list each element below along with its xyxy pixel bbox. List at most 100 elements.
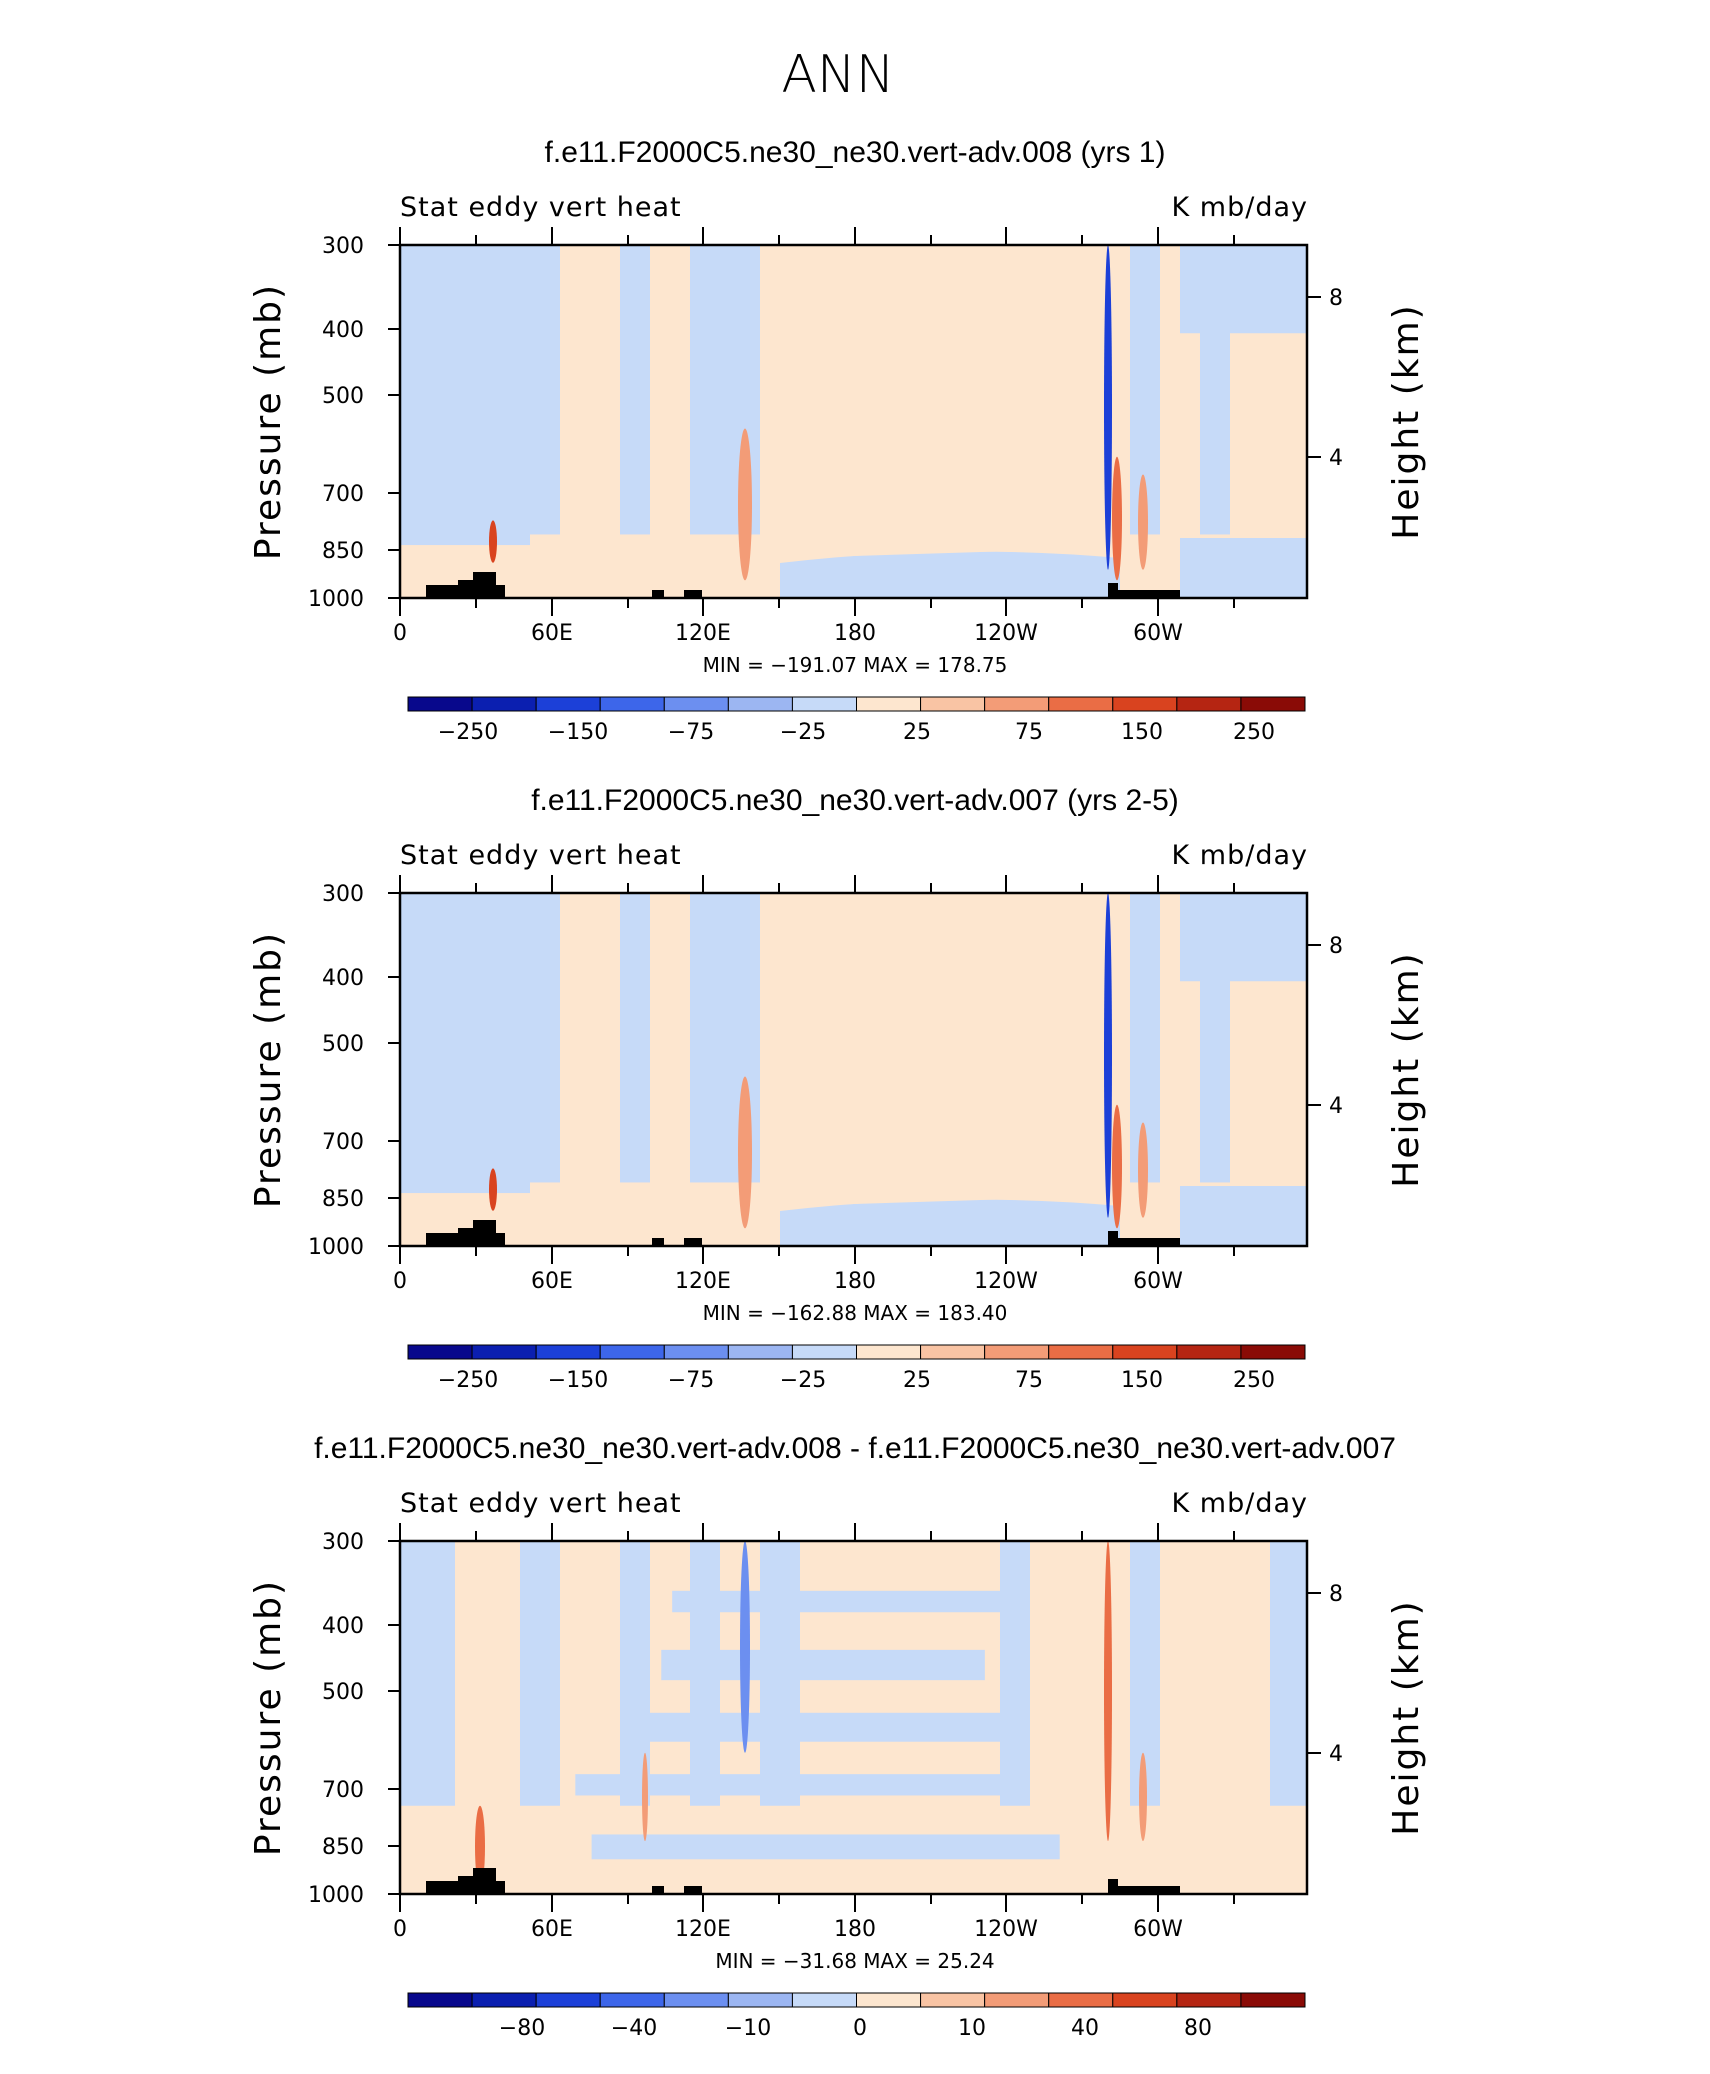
y2-tick-label: 8 <box>1329 934 1343 959</box>
negative-region <box>1180 538 1307 598</box>
colorbar-label: −250 <box>438 720 498 745</box>
panel-title: f.e11.F2000C5.ne30_ne30.vert-adv.007 (yr… <box>531 784 1179 817</box>
topography-mask <box>473 1868 496 1894</box>
colorbar-label: 75 <box>1015 1368 1043 1393</box>
topography-mask <box>652 1238 664 1246</box>
colorbar-swatch <box>727 1344 793 1360</box>
chart-panel-2: f.e11.F2000C5.ne30_ne30.vert-adv.007 (yr… <box>248 784 1427 1393</box>
colorbar-label: 25 <box>903 1368 931 1393</box>
topography-mask <box>1118 1886 1180 1894</box>
negative-region <box>520 1541 560 1806</box>
y-axis-title: Pressure (mb) <box>248 1579 289 1856</box>
colorbar-label: 40 <box>1071 2016 1099 2041</box>
colorbar-label: −150 <box>548 1368 608 1393</box>
topography-mask <box>652 1886 664 1894</box>
x-tick-label: 180 <box>834 1917 876 1942</box>
topography-mask <box>684 590 702 598</box>
extreme-value-streak <box>738 428 752 581</box>
x-tick-label: 120W <box>974 1917 1038 1942</box>
contour-field <box>400 1541 1307 1894</box>
min-max-label: MIN = −162.88 MAX = 183.40 <box>703 1301 1008 1325</box>
topography-mask <box>652 590 664 598</box>
colorbar-swatch <box>1240 1344 1306 1360</box>
colorbar-swatch <box>663 1344 729 1360</box>
colorbar-swatch <box>791 696 858 712</box>
colorbar-swatch <box>1240 1992 1306 2008</box>
y-tick-label: 300 <box>322 234 364 259</box>
colorbar-swatch <box>407 696 473 712</box>
y2-tick-label: 4 <box>1329 1742 1343 1767</box>
y2-tick-label: 4 <box>1329 446 1343 471</box>
negative-region <box>575 1774 1025 1796</box>
negative-region <box>1270 1541 1307 1806</box>
colorbar-label: 0 <box>853 2016 867 2041</box>
negative-region <box>400 1541 455 1806</box>
variable-label: Stat eddy vert heat <box>400 1488 682 1519</box>
topography-mask <box>1108 1879 1118 1894</box>
plot-frame <box>398 891 1309 1248</box>
extreme-value-streak <box>475 1805 485 1887</box>
y-tick-label: 400 <box>322 966 364 991</box>
colorbar-swatch <box>1048 696 1114 712</box>
colorbar-swatch <box>727 1992 793 2008</box>
y2-axis-title: Height (km) <box>1386 1599 1427 1835</box>
y2-axis-title: Height (km) <box>1386 303 1427 539</box>
contour-field <box>400 893 1307 1246</box>
colorbar-swatch <box>535 696 601 712</box>
colorbar-swatch <box>920 696 986 712</box>
min-max-label: MIN = −191.07 MAX = 178.75 <box>703 653 1008 677</box>
colorbar-label: −80 <box>499 2016 545 2041</box>
extreme-value-streak <box>489 520 497 563</box>
negative-region <box>1180 245 1307 334</box>
y-tick-label: 500 <box>322 384 364 409</box>
variable-label: Stat eddy vert heat <box>400 840 682 871</box>
extreme-value-streak <box>489 1168 497 1211</box>
negative-region <box>1000 1541 1030 1806</box>
units-label: K mb/day <box>1172 192 1309 223</box>
colorbar-swatch <box>984 1344 1050 1360</box>
x-tick-label: 0 <box>393 621 407 646</box>
colorbar-swatch <box>407 1344 473 1360</box>
y-tick-label: 300 <box>322 1530 364 1555</box>
negative-region <box>672 1590 1007 1613</box>
colorbar-swatch <box>471 1992 537 2008</box>
topography-mask <box>458 580 473 598</box>
colorbar-label: 10 <box>958 2016 986 2041</box>
variable-label: Stat eddy vert heat <box>400 192 682 223</box>
chart-panel-1: f.e11.F2000C5.ne30_ne30.vert-adv.008 (yr… <box>248 136 1427 745</box>
x-tick-label: 120E <box>675 621 731 646</box>
colorbar-swatch <box>856 1992 922 2008</box>
y-axis-title: Pressure (mb) <box>248 931 289 1208</box>
negative-region <box>400 893 530 1194</box>
colorbar-swatch <box>984 696 1050 712</box>
topography-mask <box>496 1233 505 1246</box>
colorbar-swatch <box>1176 1992 1242 2008</box>
negative-region <box>661 1649 985 1681</box>
units-label: K mb/day <box>1172 840 1309 871</box>
x-tick-label: 120W <box>974 621 1038 646</box>
x-tick-label: 60E <box>531 621 573 646</box>
colorbar-swatch <box>856 1344 922 1360</box>
colorbar-swatch <box>599 1344 665 1360</box>
x-tick-label: 0 <box>393 1269 407 1294</box>
colorbar-swatch <box>663 696 729 712</box>
page-title: ANN <box>781 45 894 105</box>
extreme-value-streak <box>1138 1122 1148 1218</box>
y2-tick-label: 4 <box>1329 1094 1343 1119</box>
colorbar-swatch <box>407 1992 473 2008</box>
panel-title: f.e11.F2000C5.ne30_ne30.vert-adv.008 - f… <box>314 1432 1396 1465</box>
colorbar-swatch <box>856 696 922 712</box>
y-tick-label: 400 <box>322 1614 364 1639</box>
x-tick-label: 180 <box>834 621 876 646</box>
x-tick-label: 0 <box>393 1917 407 1942</box>
y-tick-label: 850 <box>322 539 364 564</box>
colorbar-label: −250 <box>438 1368 498 1393</box>
y2-tick-label: 8 <box>1329 286 1343 311</box>
y-tick-label: 1000 <box>308 1235 364 1260</box>
colorbar-swatch <box>471 1344 537 1360</box>
x-tick-label: 60W <box>1133 1917 1183 1942</box>
colorbar-label: −75 <box>668 1368 714 1393</box>
colorbar-label: 25 <box>903 720 931 745</box>
topography-mask <box>426 1233 458 1246</box>
colorbar-swatch <box>535 1992 601 2008</box>
